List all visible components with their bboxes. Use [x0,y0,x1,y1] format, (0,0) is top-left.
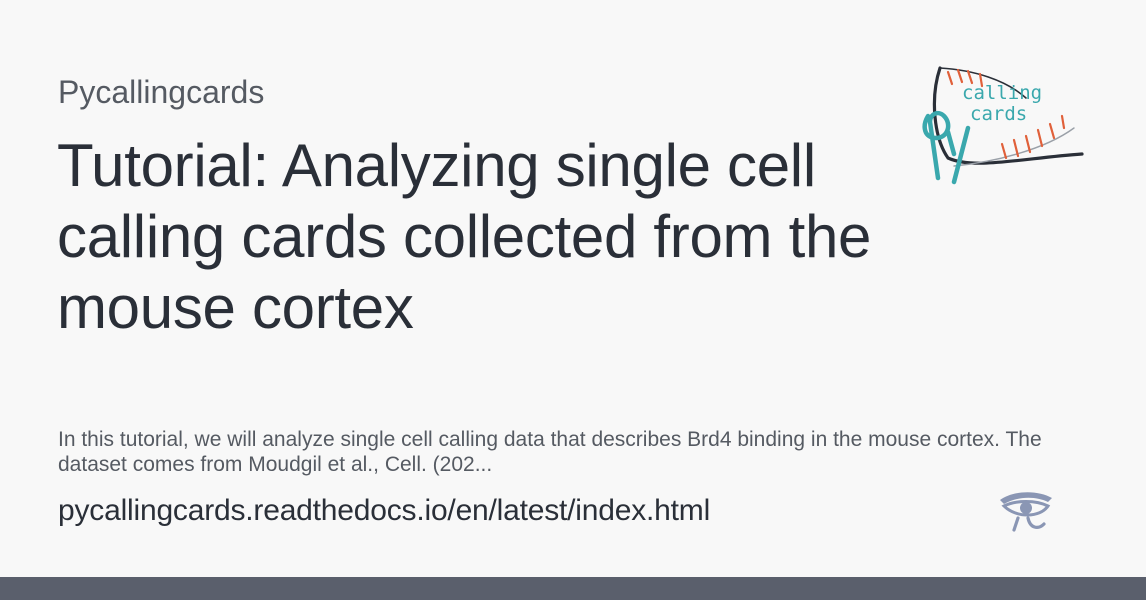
py-mark [922,110,951,181]
y-mark [945,125,971,185]
helix-strand-dark-2 [939,67,1027,99]
page-url: pycallingcards.readthedocs.io/en/latest/… [58,494,711,527]
helix-strand-dark [932,66,1084,165]
page-description: In this tutorial, we will analyze single… [58,428,1042,476]
logo-word-calling: calling [962,82,1042,104]
helix-rungs-top [946,68,984,88]
site-name: Pycallingcards [58,74,265,110]
logo-word-cards: cards [970,103,1027,125]
helix-rungs-bottom [1000,114,1066,160]
readthedocs-eye-icon [1000,492,1052,532]
bottom-bar [0,577,1146,600]
page-title: Tutorial: Analyzing single cell calling … [57,132,872,341]
calling-cards-logo-icon: calling cards [922,66,1084,185]
